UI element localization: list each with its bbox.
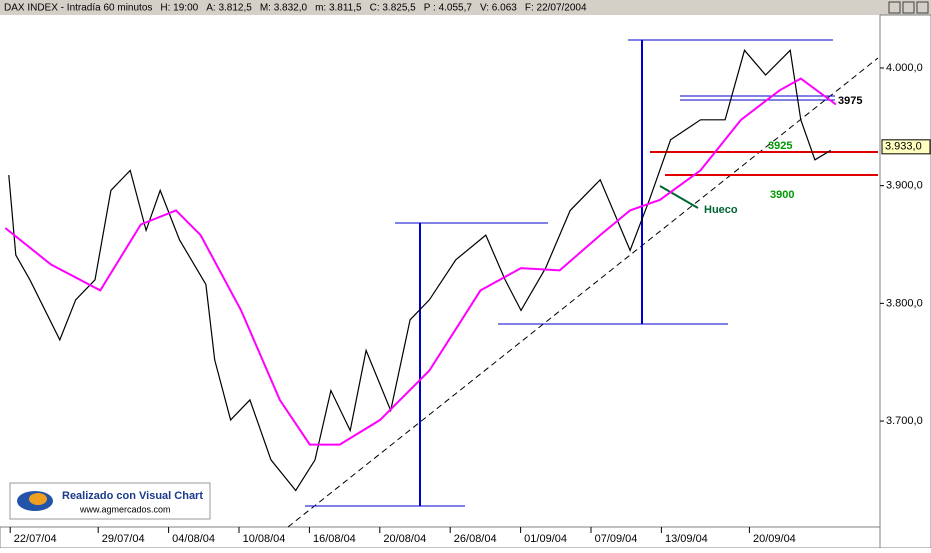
minimize-button[interactable] xyxy=(888,1,901,14)
header-field: P : 4.055,7 xyxy=(424,3,473,14)
drawings: 3975 3925 3900 Hueco xyxy=(287,39,879,528)
header-field: V: 6.063 xyxy=(480,3,517,14)
annotation: 3975 xyxy=(838,95,862,107)
annotation: Hueco xyxy=(704,204,738,216)
last-price-box xyxy=(881,139,931,155)
logo-icon xyxy=(29,493,47,505)
header: DAX INDEX - Intradía 60 minutos H: 19:00 A… xyxy=(4,3,587,14)
logo: Realizado con Visual Chart www.agmercado… xyxy=(9,482,211,520)
x-tick-label: 16/08/04 xyxy=(313,533,356,545)
last-price-label: 3.933,0 xyxy=(885,141,922,153)
header-field: m: 3.811,5 xyxy=(315,3,362,14)
x-tick-label: 22/07/04 xyxy=(14,533,57,545)
x-tick-label: 01/09/04 xyxy=(524,533,567,545)
y-tick-label: 3.800,0 xyxy=(886,297,923,309)
maximize-button[interactable] xyxy=(902,1,915,14)
x-tick-label: 07/09/04 xyxy=(595,533,638,545)
gap-pointer xyxy=(659,185,699,209)
x-tick-label: 20/09/04 xyxy=(753,533,796,545)
trend-line xyxy=(287,57,879,528)
window-buttons xyxy=(888,1,929,14)
logo-text: Realizado con Visual Chart xyxy=(62,490,203,502)
x-tick-label: 10/08/04 xyxy=(243,533,286,545)
x-tick-label: 04/08/04 xyxy=(172,533,215,545)
annotation: 3900 xyxy=(770,189,794,201)
header-field: F: 22/07/2004 xyxy=(525,3,587,14)
logo-url: www.agmercados.com xyxy=(79,504,171,514)
header-field: A: 3.812,5 xyxy=(206,3,252,14)
header-field: DAX INDEX - Intradía 60 minutos xyxy=(4,3,152,14)
close-button[interactable] xyxy=(916,1,929,14)
title-bar xyxy=(0,0,931,15)
header-field: H: 19:00 xyxy=(160,3,198,14)
header-field: M: 3.832,0 xyxy=(260,3,308,14)
price-axis-panel xyxy=(879,14,931,549)
y-tick-label: 3.900,0 xyxy=(886,180,923,192)
x-tick-label: 26/08/04 xyxy=(454,533,497,545)
price-line xyxy=(4,77,837,446)
x-tick-label: 13/09/04 xyxy=(665,533,708,545)
header-field: C: 3.825,5 xyxy=(370,3,417,14)
price-line xyxy=(8,49,832,492)
x-tick-label: 29/07/04 xyxy=(102,533,145,545)
annotation: 3925 xyxy=(768,140,792,152)
x-tick-label: 20/08/04 xyxy=(383,533,426,545)
y-tick-label: 4.000,0 xyxy=(886,62,923,74)
y-tick-label: 3.700,0 xyxy=(886,415,923,427)
